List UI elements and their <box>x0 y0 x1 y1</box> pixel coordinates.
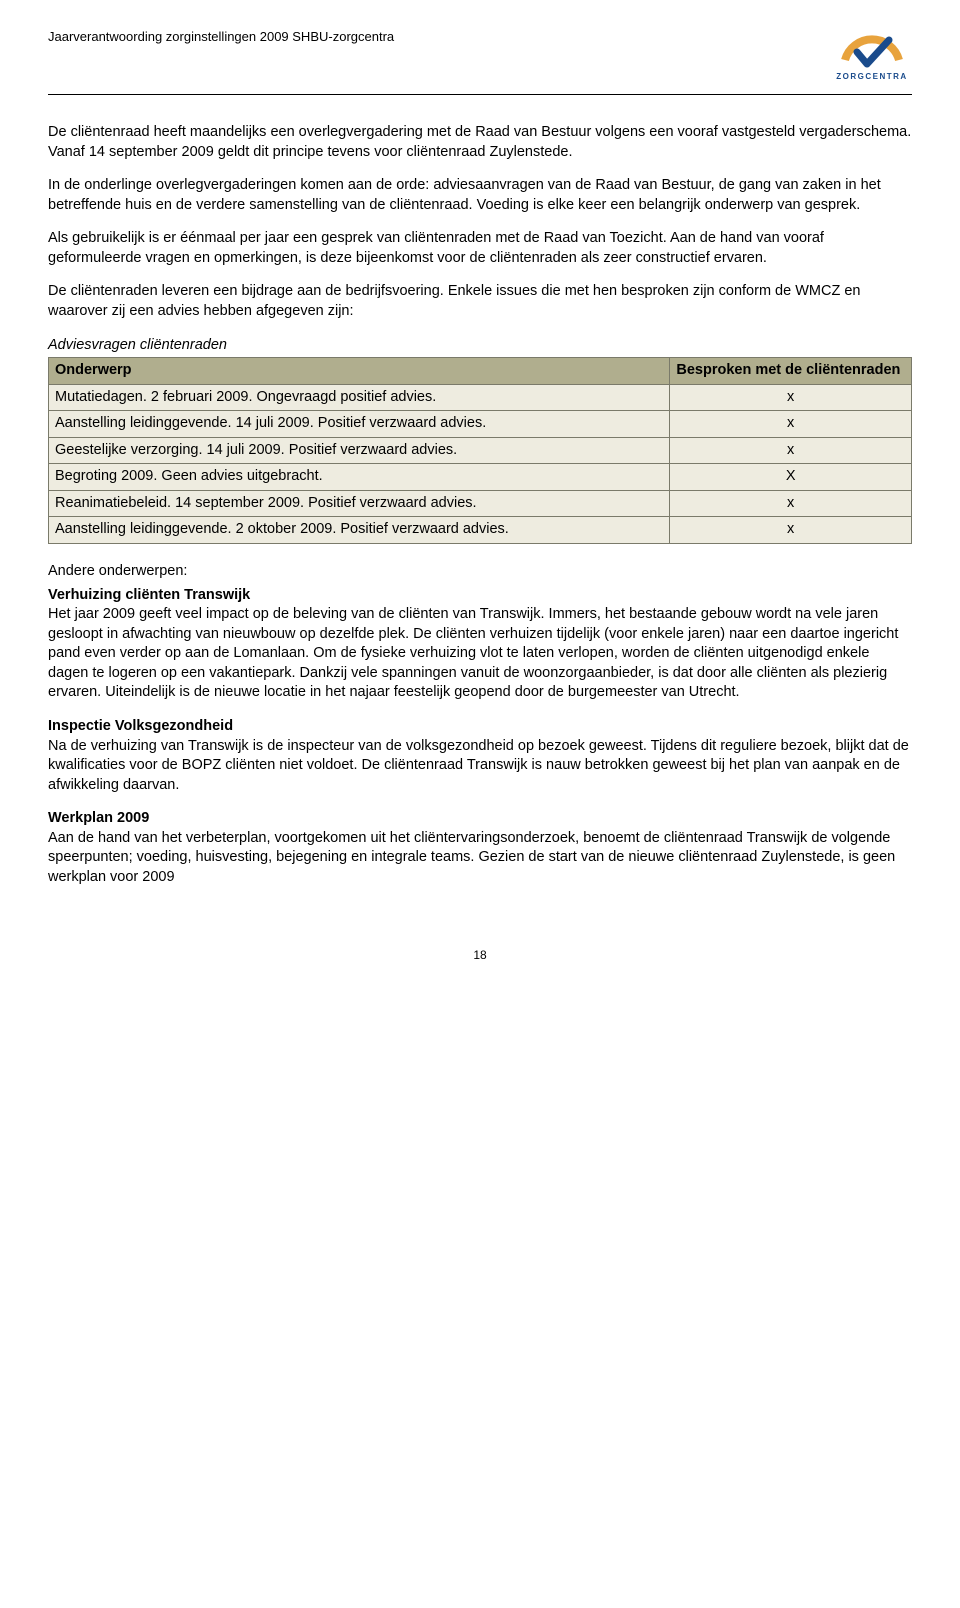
cell-mark: X <box>670 464 912 491</box>
other-topics-lead: Andere onderwerpen: <box>48 562 912 582</box>
table-row: Geestelijke verzorging. 14 juli 2009. Po… <box>49 437 912 464</box>
subhead-werkplan: Werkplan 2009 <box>48 809 912 829</box>
col-besproken: Besproken met de cliëntenraden <box>670 358 912 385</box>
table-row: Begroting 2009. Geen advies uitgebracht.… <box>49 464 912 491</box>
table-caption: Adviesvragen cliëntenraden <box>48 336 912 356</box>
paragraph: Als gebruikelijk is er éénmaal per jaar … <box>48 229 912 268</box>
logo-text: ZORGCENTRA <box>832 72 912 83</box>
paragraph: Het jaar 2009 geeft veel impact op de be… <box>48 605 912 703</box>
page-header: Jaarverantwoording zorginstellingen 2009… <box>48 28 912 88</box>
cell-subject: Begroting 2009. Geen advies uitgebracht. <box>49 464 670 491</box>
cell-subject: Geestelijke verzorging. 14 juli 2009. Po… <box>49 437 670 464</box>
doc-title: Jaarverantwoording zorginstellingen 2009… <box>48 28 394 46</box>
paragraph: De cliëntenraad heeft maandelijks een ov… <box>48 123 912 162</box>
logo-icon <box>837 28 907 70</box>
logo: ZORGCENTRA <box>832 28 912 88</box>
paragraph: Na de verhuizing van Transwijk is de ins… <box>48 737 912 796</box>
paragraph: Aan de hand van het verbeterplan, voortg… <box>48 829 912 888</box>
table-row: Mutatiedagen. 2 februari 2009. Ongevraag… <box>49 384 912 411</box>
cell-mark: x <box>670 411 912 438</box>
cell-mark: x <box>670 490 912 517</box>
subhead-inspectie: Inspectie Volksgezondheid <box>48 717 912 737</box>
paragraph: De cliëntenraden leveren een bijdrage aa… <box>48 282 912 321</box>
cell-mark: x <box>670 437 912 464</box>
advice-table: Onderwerp Besproken met de cliëntenraden… <box>48 357 912 544</box>
table-row: Aanstelling leidinggevende. 2 oktober 20… <box>49 517 912 544</box>
cell-subject: Aanstelling leidinggevende. 2 oktober 20… <box>49 517 670 544</box>
header-rule <box>48 94 912 95</box>
table-row: Aanstelling leidinggevende. 14 juli 2009… <box>49 411 912 438</box>
cell-mark: x <box>670 384 912 411</box>
subhead-verhuizing: Verhuizing cliënten Transwijk <box>48 586 912 606</box>
table-row: Reanimatiebeleid. 14 september 2009. Pos… <box>49 490 912 517</box>
cell-mark: x <box>670 517 912 544</box>
cell-subject: Reanimatiebeleid. 14 september 2009. Pos… <box>49 490 670 517</box>
table-header-row: Onderwerp Besproken met de cliëntenraden <box>49 358 912 385</box>
page-number: 18 <box>48 947 912 963</box>
cell-subject: Aanstelling leidinggevende. 14 juli 2009… <box>49 411 670 438</box>
paragraph: In de onderlinge overlegvergaderingen ko… <box>48 176 912 215</box>
cell-subject: Mutatiedagen. 2 februari 2009. Ongevraag… <box>49 384 670 411</box>
col-onderwerp: Onderwerp <box>49 358 670 385</box>
